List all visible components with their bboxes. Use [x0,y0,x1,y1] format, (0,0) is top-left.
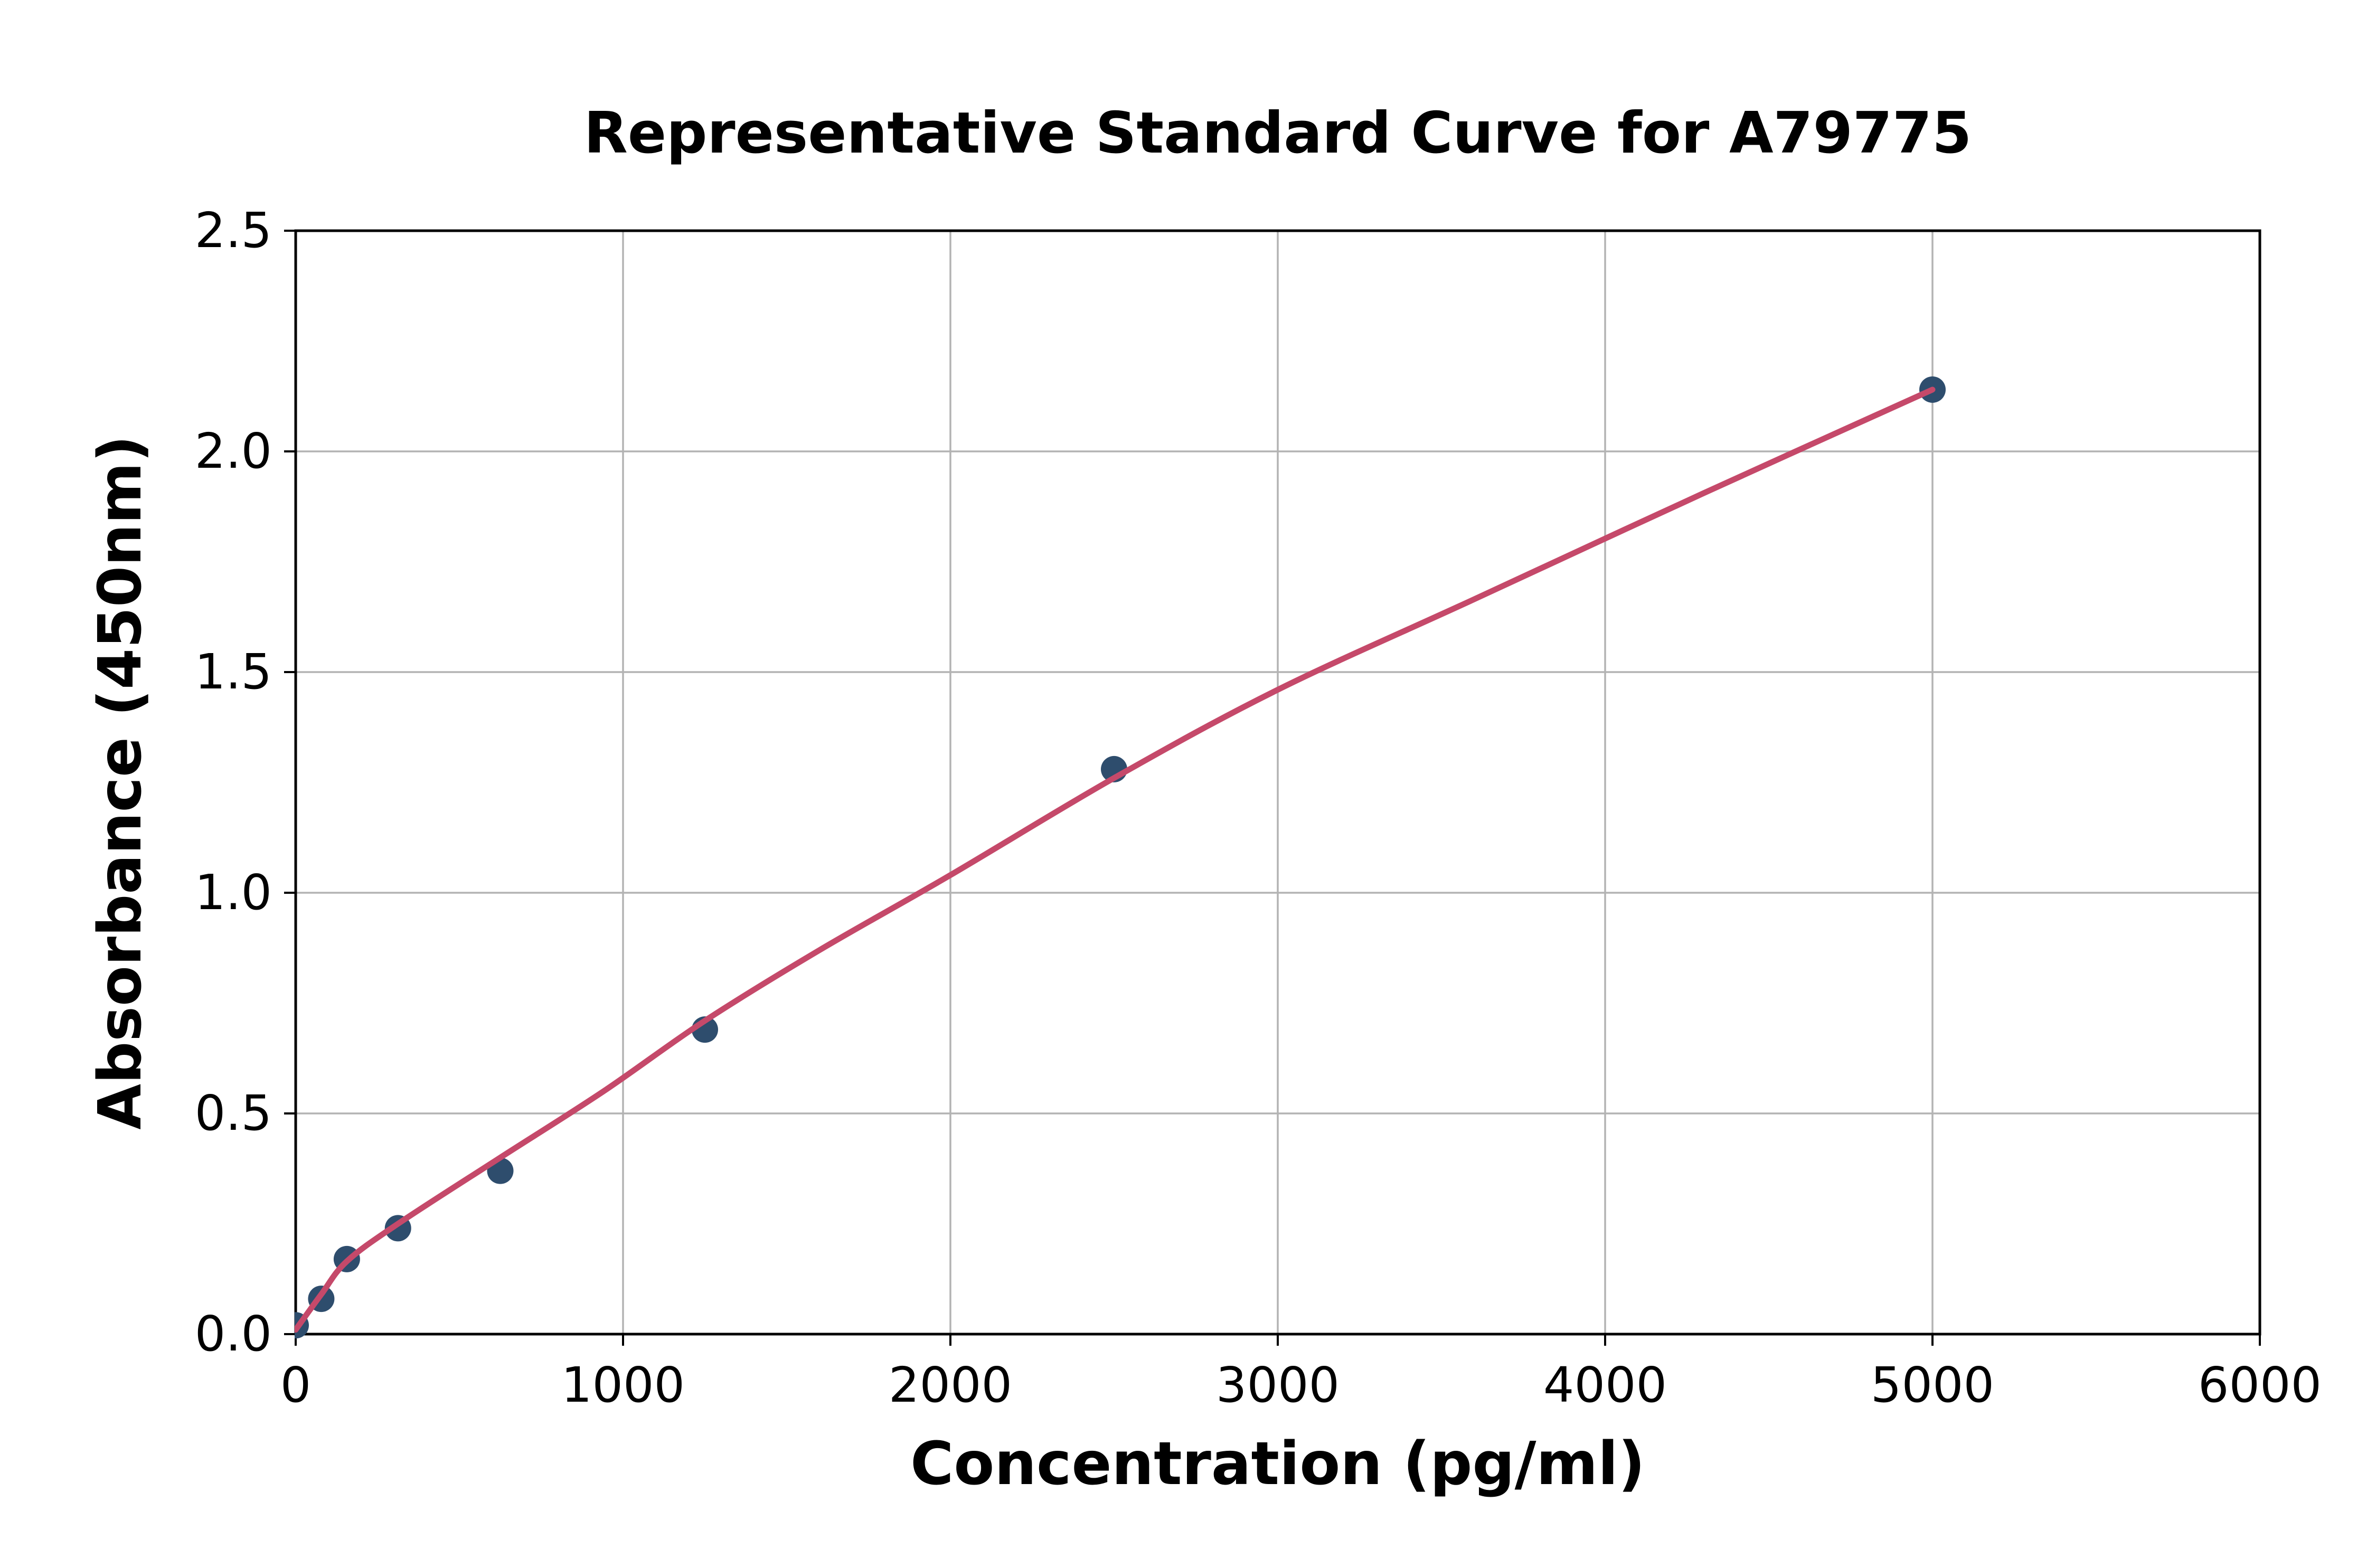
x-tick-label: 1000 [561,1357,685,1413]
fitted-curve-line [295,386,1936,1333]
x-tick-label: 0 [280,1357,312,1413]
x-tick-label: 5000 [1870,1357,1995,1413]
x-tick-label: 6000 [2198,1357,2322,1413]
y-tick-label: 0.0 [194,1306,272,1362]
y-tick-label: 2.0 [194,423,272,479]
x-tick-label: 2000 [888,1357,1013,1413]
x-axis-label: Concentration (pg/ml) [910,1430,1645,1498]
x-tick-label: 4000 [1543,1357,1667,1413]
y-axis-label: Absorbance (450nm) [86,435,155,1130]
data-point-markers [295,376,1946,1339]
y-tick-label: 2.5 [194,202,272,259]
y-tick-label: 1.0 [194,864,272,921]
y-tick-label: 1.5 [194,644,272,700]
plot-frame [294,229,2261,1336]
chart-title: Representative Standard Curve for A79775 [583,100,1972,166]
grid-lines [296,231,2260,1334]
x-tick-label: 3000 [1215,1357,1340,1413]
axis-tick-marks [284,230,2261,1346]
y-tick-label: 0.5 [194,1085,272,1141]
